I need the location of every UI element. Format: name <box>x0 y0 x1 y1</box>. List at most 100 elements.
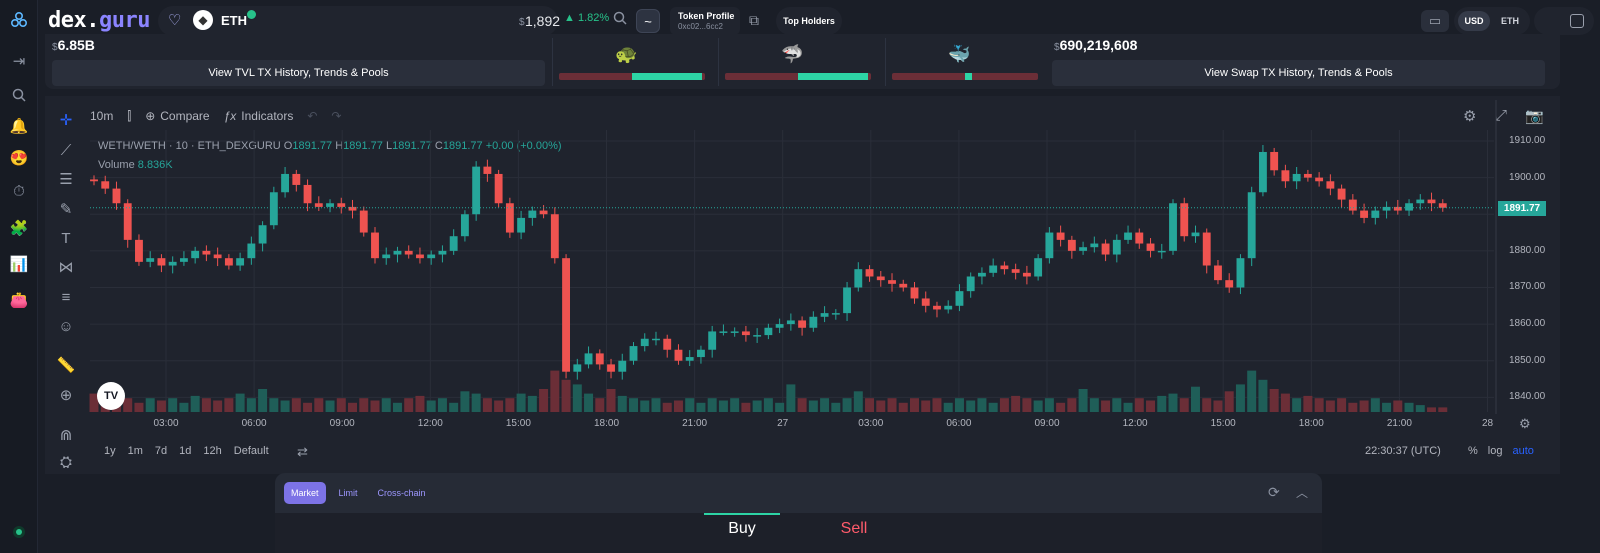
currency-eth-button[interactable]: ETH <box>1501 16 1519 26</box>
screenshot-icon[interactable]: 📷 <box>1525 108 1544 125</box>
volume-value: 8.836K <box>137 159 173 171</box>
trendline-icon[interactable]: ⟋ <box>60 141 72 159</box>
currency-usd-button[interactable]: USD <box>1458 11 1490 31</box>
tab-cross-chain[interactable]: Cross-chain <box>377 488 426 498</box>
volume-label: Volume <box>98 159 135 171</box>
scale-log[interactable]: log <box>1487 445 1503 457</box>
x-tick-label: 06:00 <box>241 418 267 429</box>
lock-drawings-icon[interactable]: ⛭ <box>59 453 72 471</box>
x-tick-label: 21:00 <box>1386 418 1412 429</box>
crosshair-icon[interactable]: ✛ <box>59 112 73 129</box>
pattern-icon[interactable]: ⋈ <box>58 259 74 276</box>
timeframe-default[interactable]: Default <box>233 445 269 457</box>
layout-toggle-icon[interactable]: ▭ <box>1421 10 1449 32</box>
undo-icon[interactable]: ↶ <box>307 109 318 123</box>
x-tick-label: 15:00 <box>1210 418 1236 429</box>
trader-card-turtle[interactable]: 🐢 <box>552 38 710 86</box>
compare-label: Compare <box>160 109 210 123</box>
tab-limit[interactable]: Limit <box>338 488 358 498</box>
trader-card-whale[interactable]: 🐳 <box>885 38 1043 86</box>
chart-toolbar: 10m ⫿ ⊕ Compare ƒx Indicators ↶ ↷ <box>90 106 341 126</box>
logo-main: dex. <box>48 8 99 33</box>
swap-history-button[interactable]: View Swap TX History, Trends & Pools <box>1052 60 1545 86</box>
collapse-icon[interactable]: ︿ <box>1296 486 1309 500</box>
emoji-tool-icon[interactable]: ☺ <box>58 317 74 335</box>
legend-h-label: H <box>335 140 344 152</box>
favorite-heart-icon[interactable]: ♡ <box>168 12 182 29</box>
interval-button[interactable]: 10m <box>90 109 113 123</box>
trader-card-shark[interactable]: 🦈 <box>718 38 876 86</box>
header: dex.guru ♡ ◆ ETH $ 1,892 ▲ 1.82% ~ Token… <box>38 0 1600 40</box>
tradingview-logo[interactable]: TV <box>97 382 125 410</box>
tvl-history-button[interactable]: View TVL TX History, Trends & Pools <box>52 60 545 86</box>
wallet-connect-button[interactable] <box>1534 7 1594 35</box>
timeframe-12h[interactable]: 12h <box>203 445 222 457</box>
app-menu-icon[interactable] <box>9 10 29 30</box>
x-tick-label: 27 <box>777 418 789 429</box>
token-symbol[interactable]: ETH <box>221 13 247 28</box>
y-tick-label: 1880.00 <box>1509 244 1546 256</box>
compare-button[interactable]: ⊕ Compare <box>145 109 209 123</box>
indicators-button[interactable]: ƒx Indicators <box>224 109 294 123</box>
trader-bar-fill <box>965 73 973 80</box>
x-tick-label: 18:00 <box>593 418 620 429</box>
price-change-value: 1.82% <box>577 12 610 24</box>
token-search-icon[interactable] <box>613 11 627 29</box>
tilde-button[interactable]: ~ <box>636 9 660 33</box>
top-holders-button[interactable]: Top Holders <box>776 7 842 35</box>
x-tick-label: 06:00 <box>946 418 972 429</box>
scale-auto[interactable]: auto <box>1512 445 1534 457</box>
magnet-icon[interactable]: ⋒ <box>59 427 73 444</box>
trader-bar <box>892 73 1038 80</box>
axis-settings-icon[interactable]: ⚙ <box>1519 416 1531 431</box>
chart-icon[interactable]: 📊 <box>9 256 29 273</box>
smiley-icon[interactable]: 😍 <box>9 150 29 167</box>
settings-icon[interactable]: ⚙ <box>1463 108 1477 125</box>
x-tick-label: 03:00 <box>153 418 179 429</box>
logo[interactable]: dex.guru <box>48 8 150 33</box>
candle-type-icon[interactable]: ⫿ <box>127 108 132 123</box>
timeframe-7d[interactable]: 7d <box>154 445 168 457</box>
tvl-value: $6.85B <box>52 37 95 53</box>
date-range-icon[interactable]: ⇄ <box>297 444 308 459</box>
horizontal-lines-icon[interactable]: ☰ <box>59 171 73 188</box>
token-pill <box>158 6 558 36</box>
expand-icon[interactable]: ⇥ <box>12 53 26 70</box>
scale-percent[interactable]: % <box>1468 445 1478 457</box>
x-tick-label: 28 <box>1481 418 1494 429</box>
refresh-icon[interactable]: ⟳ <box>1268 484 1280 500</box>
timeframe-1d[interactable]: 1d <box>179 445 192 457</box>
verified-icon <box>247 10 256 19</box>
y-tick-label: 1910.00 <box>1509 134 1546 146</box>
redo-icon[interactable]: ↷ <box>331 109 342 123</box>
text-tool-icon[interactable]: T <box>61 229 71 247</box>
ruler-icon[interactable]: 📏 <box>56 357 76 374</box>
x-tick-label: 12:00 <box>1122 418 1148 429</box>
brush-icon[interactable]: ✎ <box>59 201 73 218</box>
timeframe-1y[interactable]: 1y <box>104 445 116 457</box>
y-tick-label: 1870.00 <box>1509 281 1546 293</box>
legend-c-value: 1891.77 <box>442 140 483 152</box>
token-profile-title: Token Profile <box>678 11 735 21</box>
legend-l-label: L <box>385 140 393 152</box>
y-tick-label: 1840.00 <box>1509 391 1546 403</box>
bell-icon[interactable]: 🔔 <box>9 118 29 135</box>
price-currency: $ <box>519 17 525 28</box>
copy-icon[interactable]: ⧉ <box>749 12 759 28</box>
buy-tab[interactable]: Buy <box>728 520 756 537</box>
fullscreen-icon[interactable]: ⤢ <box>1495 107 1508 124</box>
search-icon[interactable] <box>9 85 29 105</box>
fib-icon[interactable]: ≡ <box>61 288 71 306</box>
tab-market[interactable]: Market <box>284 482 326 504</box>
puzzle-icon[interactable]: 🧩 <box>9 220 29 237</box>
utc-clock: 22:30:37 (UTC) <box>1365 445 1441 457</box>
sell-tab[interactable]: Sell <box>840 520 868 537</box>
zoom-icon[interactable]: ⊕ <box>59 387 73 404</box>
x-tick-label: 12:00 <box>417 418 443 429</box>
wallet-icon[interactable]: 👛 <box>9 292 29 309</box>
token-price: 1,892 <box>525 13 561 29</box>
stopwatch-icon[interactable]: ⏱ <box>13 182 25 200</box>
token-profile-button[interactable]: Token Profile 0xc02...6cc2 <box>670 7 740 35</box>
timeframe-1m[interactable]: 1m <box>127 445 143 457</box>
